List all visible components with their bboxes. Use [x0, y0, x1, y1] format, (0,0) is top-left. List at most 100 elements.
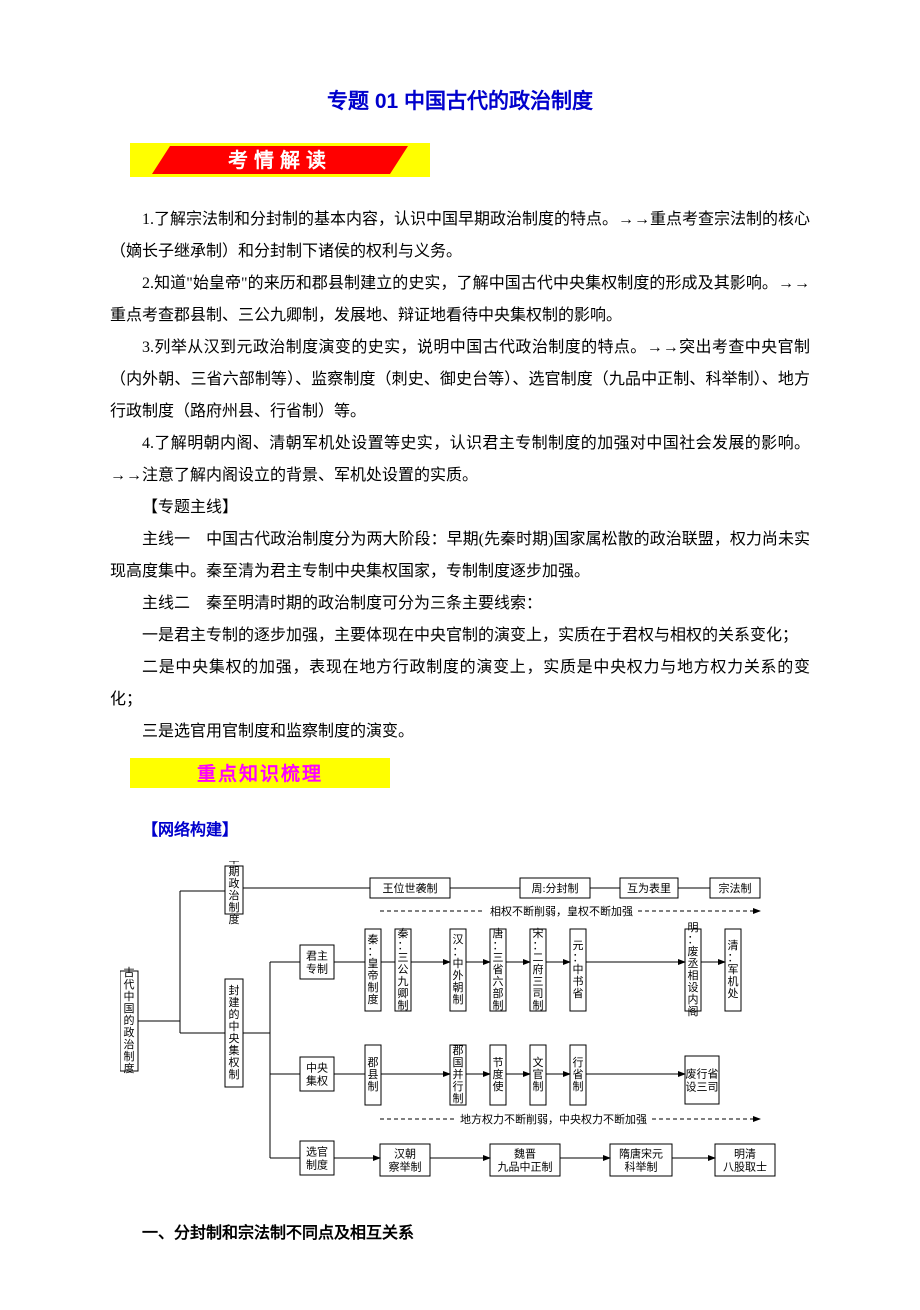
svg-text:相权不断削弱，皇权不断加强: 相权不断削弱，皇权不断加强 [490, 904, 633, 918]
svg-text:省: 省 [573, 987, 584, 1000]
item-3: 3.列举从汉到元政治制度演变的史实，说明中国古代政治制度的特点。→→突出考查中央… [110, 332, 810, 428]
svg-text:古: 古 [124, 966, 135, 979]
svg-text:文: 文 [533, 1055, 544, 1069]
network-diagram-wrap: 古代中国的政治制度早期政治制度王位世袭制周:分封制互为表里宗法制封建的中央集权制… [110, 861, 810, 1196]
svg-text:制: 制 [368, 1080, 379, 1093]
svg-text:九品中正制: 九品中正制 [498, 1161, 553, 1174]
svg-text:重点知识梳理: 重点知识梳理 [197, 762, 323, 785]
banner-key-knowledge: 重点知识梳理 [130, 758, 390, 788]
network-diagram: 古代中国的政治制度早期政治制度王位世袭制周:分封制互为表里宗法制封建的中央集权制… [120, 861, 800, 1191]
banner-exam-analysis: 考情解读 [130, 143, 430, 177]
svg-text:中央: 中央 [306, 1062, 328, 1075]
svg-text:制: 制 [453, 993, 464, 1006]
svg-text:元: 元 [573, 940, 584, 952]
svg-text:相: 相 [688, 969, 699, 982]
svg-text:互为表里: 互为表里 [627, 881, 671, 895]
svg-text:治: 治 [124, 1037, 135, 1051]
svg-text:政: 政 [229, 876, 240, 890]
svg-text:设三司: 设三司 [686, 1081, 719, 1094]
svg-text:建: 建 [229, 995, 240, 1009]
svg-text:废行省: 废行省 [686, 1067, 719, 1081]
svg-text:朝: 朝 [453, 981, 464, 994]
svg-text:考情解读: 考情解读 [228, 148, 332, 172]
svg-text:制: 制 [398, 999, 409, 1012]
svg-text:：: ： [688, 934, 699, 946]
svg-text:的: 的 [124, 1013, 135, 1027]
svg-text:九: 九 [398, 975, 409, 988]
svg-text:中: 中 [124, 990, 135, 1003]
svg-text:三: 三 [533, 976, 544, 988]
svg-text:省: 省 [573, 1068, 584, 1081]
svg-text:：: ： [573, 952, 584, 964]
svg-text:汉朝: 汉朝 [394, 1148, 416, 1161]
page: 专题 01 中国古代的政治制度 考情解读 1.了解宗法制和分封制的基本内容，认识… [0, 0, 920, 1310]
svg-text:度: 度 [229, 912, 240, 926]
network-section: 【网络构建】 [110, 815, 810, 847]
svg-text:：: ： [453, 946, 464, 958]
svg-text:汉: 汉 [453, 933, 464, 946]
svg-text:度: 度 [124, 1061, 135, 1075]
svg-text:选官: 选官 [306, 1145, 328, 1159]
svg-text:郡: 郡 [453, 1044, 464, 1057]
svg-text:制: 制 [229, 1068, 240, 1081]
svg-text:并: 并 [453, 1067, 464, 1081]
svg-text:帝: 帝 [368, 968, 379, 982]
svg-text:集: 集 [229, 1043, 240, 1057]
svg-text:省: 省 [493, 963, 504, 976]
theme-1: 主线一 中国古代政治制度分为两大阶段：早期(先秦时期)国家属松散的政治联盟，权力… [110, 524, 810, 588]
svg-text:三: 三 [493, 952, 504, 964]
theme-2b: 二是中央集权的加强，表现在地方行政制度的演变上，实质是中央权力与地方权力关系的变… [110, 652, 810, 716]
svg-text:权: 权 [229, 1056, 240, 1069]
svg-text:明清: 明清 [734, 1148, 756, 1161]
svg-text:机: 机 [728, 974, 739, 988]
svg-text:制: 制 [493, 999, 504, 1012]
svg-text:央: 央 [229, 1032, 240, 1045]
svg-text:中: 中 [229, 1020, 240, 1033]
svg-text:科举制: 科举制 [625, 1160, 658, 1174]
svg-text:使: 使 [493, 1080, 504, 1093]
section-1: 一、分封制和宗法制不同点及相互关系 [110, 1218, 810, 1250]
item-4: 4.了解明朝内阁、清朝军机处设置等史实，认识君主专制制度的加强对中国社会发展的影… [110, 428, 810, 492]
svg-text:代: 代 [124, 978, 135, 991]
svg-text:地方权力不断削弱，中央权力不断加强: 地方权力不断削弱，中央权力不断加强 [460, 1112, 647, 1126]
svg-text:丞: 丞 [688, 957, 699, 970]
banner-key-svg: 重点知识梳理 [130, 758, 390, 788]
svg-text:节: 节 [493, 1056, 504, 1069]
svg-text:制: 制 [453, 1092, 464, 1105]
svg-text:政: 政 [124, 1025, 135, 1039]
svg-text:魏晋: 魏晋 [514, 1147, 536, 1161]
svg-text:制: 制 [229, 901, 240, 914]
theme-heading: 【专题主线】 [110, 492, 810, 524]
svg-text:司: 司 [533, 988, 544, 1000]
svg-text:皇: 皇 [368, 956, 379, 970]
svg-text:：: ： [728, 952, 739, 964]
svg-text:阁: 阁 [688, 1004, 699, 1018]
svg-text:君主: 君主 [306, 950, 328, 963]
svg-text:制: 制 [533, 1080, 544, 1093]
svg-text:周:分封制: 周:分封制 [531, 881, 578, 895]
svg-text:：: ： [368, 946, 379, 958]
svg-text:度: 度 [368, 992, 379, 1006]
svg-text:卿: 卿 [398, 987, 409, 1000]
svg-text:国: 国 [124, 1002, 135, 1015]
svg-text:清: 清 [728, 939, 739, 952]
svg-text:处: 处 [728, 987, 739, 1000]
svg-text:明: 明 [688, 921, 699, 934]
document-title: 专题 01 中国古代的政治制度 [110, 85, 810, 115]
svg-text:封: 封 [229, 983, 240, 997]
theme-2c: 三是选官用官制度和监察制度的演变。 [110, 716, 810, 748]
network-heading: 【网络构建】 [110, 815, 810, 847]
svg-text:制: 制 [573, 1080, 584, 1093]
svg-text:府: 府 [533, 962, 544, 976]
svg-text:度: 度 [493, 1067, 504, 1081]
svg-text:公: 公 [398, 964, 409, 976]
item-2: 2.知道"始皇帝"的来历和郡县制建立的史实，了解中国古代中央集权制度的形成及其影… [110, 268, 810, 332]
body-content: 1.了解宗法制和分封制的基本内容，认识中国早期政治制度的特点。→→重点考查宗法制… [110, 204, 810, 748]
svg-text:行: 行 [453, 1080, 464, 1093]
svg-text:书: 书 [573, 975, 584, 988]
svg-text:外: 外 [453, 969, 464, 982]
svg-text:制: 制 [533, 999, 544, 1012]
svg-text:集权: 集权 [306, 1074, 328, 1088]
svg-text:设: 设 [688, 981, 699, 994]
svg-text:宗法制: 宗法制 [719, 881, 752, 895]
